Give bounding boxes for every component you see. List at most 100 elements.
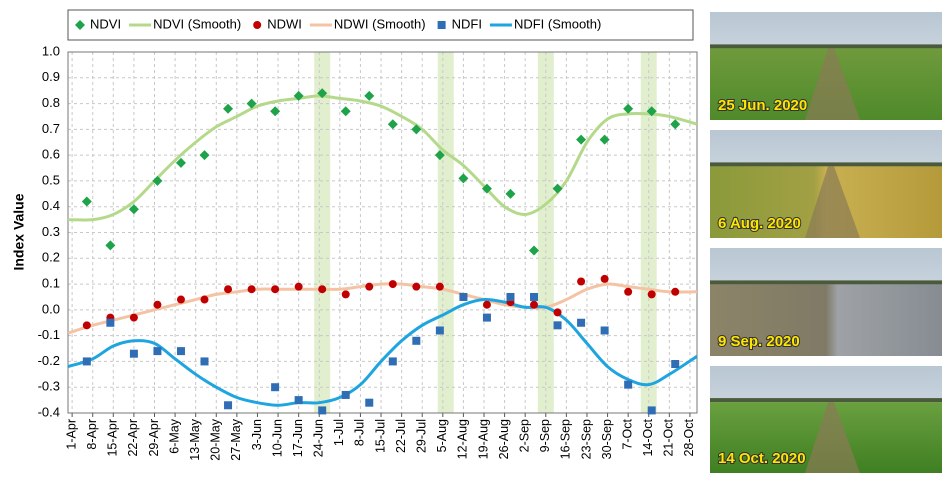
x-tick-label: 15-Apr	[106, 419, 120, 457]
diamond-marker	[81, 196, 92, 207]
y-tick-label: 0.6	[42, 147, 60, 162]
y-tick-label: 0.3	[42, 224, 60, 239]
circle-marker	[153, 300, 162, 309]
circle-marker	[530, 300, 539, 309]
square-marker	[412, 336, 421, 345]
square-marker	[294, 396, 303, 405]
diamond-marker	[152, 175, 163, 186]
photo: 25 Jun. 2020	[710, 12, 942, 120]
x-tick-label: 13-May	[188, 418, 202, 460]
x-tick-label: 8-Jul	[353, 419, 367, 446]
x-tick-label: 24-Jun	[312, 419, 326, 457]
x-tick-label: 17-Jun	[291, 419, 305, 457]
diamond-marker	[340, 106, 351, 117]
circle-marker	[647, 290, 656, 299]
x-tick-label: 29-Jul	[415, 419, 429, 453]
diamond-marker	[223, 103, 234, 114]
diamond-marker	[434, 150, 445, 161]
square-marker	[506, 292, 515, 301]
x-tick-label: 26-Aug	[497, 419, 511, 459]
diamond-marker	[175, 157, 186, 168]
square-marker	[553, 321, 562, 330]
y-tick-label: -0.1	[38, 327, 60, 342]
photo-path	[805, 402, 860, 473]
legend: NDVI NDVI (Smooth) NDWI NDWI (Smooth) NDFI ND…	[75, 16, 601, 31]
y-tick-label: -0.3	[38, 379, 60, 394]
photo-caption: 25 Jun. 2020	[718, 97, 807, 114]
x-tick-label: 2-Sep	[517, 419, 531, 452]
circle-marker	[482, 300, 491, 309]
square-marker	[388, 357, 397, 366]
circle-marker	[129, 313, 138, 322]
photo-panel: 25 Jun. 2020 6 Aug. 2020 9 Sep. 2020 14 Oct…	[710, 12, 942, 473]
diamond-marker	[199, 150, 210, 161]
circle-marker	[412, 282, 421, 291]
square-marker	[624, 380, 633, 389]
diamond-marker	[646, 106, 657, 117]
diamond-marker	[599, 134, 610, 145]
y-tick-label: 0.0	[42, 301, 60, 316]
diamond-marker	[128, 204, 139, 215]
square-marker	[224, 401, 233, 410]
photo-caption: 6 Aug. 2020	[718, 215, 801, 232]
square-marker	[647, 406, 656, 415]
photo-treeline	[710, 398, 942, 403]
plot-frame	[67, 51, 698, 414]
y-tick-label: -0.2	[38, 353, 60, 368]
x-tick-label: 7-Oct	[620, 418, 634, 449]
x-tick-label: 1-Apr	[64, 419, 78, 450]
y-tick-label: -0.4	[38, 404, 60, 419]
x-tick-label: 20-May	[209, 418, 223, 460]
diamond-marker	[505, 188, 516, 199]
y-tick-label: 0.5	[42, 172, 60, 187]
legend-label: NDVI	[90, 16, 121, 31]
x-tick-label: 30-Sep	[600, 419, 614, 459]
x-tick-label: 16-Sep	[559, 419, 573, 459]
photo-treeline	[710, 44, 942, 49]
y-tick-label: 1.0	[42, 43, 60, 58]
x-tick-label: 8-Apr	[85, 419, 99, 450]
diamond-marker	[387, 119, 398, 130]
circle-marker	[247, 285, 256, 294]
x-tick-label: 6-May	[167, 418, 181, 453]
photo-field	[710, 284, 942, 356]
x-tick-label: 19-Aug	[476, 419, 490, 459]
x-tick-label: 5-Aug	[435, 419, 449, 452]
legend-label: NDFI	[452, 16, 482, 31]
circle-marker	[553, 308, 562, 317]
square-marker	[129, 349, 138, 358]
photo-caption: 9 Sep. 2020	[718, 333, 800, 350]
x-tick-label: 21-Oct	[662, 418, 676, 456]
x-tick-label: 27-May	[229, 418, 243, 460]
circle-marker	[200, 295, 209, 304]
square-marker	[318, 406, 327, 415]
y-tick-label: 0.2	[42, 250, 60, 265]
legend-label: NDWI	[267, 16, 302, 31]
diamond-marker	[458, 173, 469, 184]
smooth-line	[68, 282, 697, 335]
x-tick-label: 10-Jun	[270, 419, 284, 457]
smooth-line	[68, 94, 697, 222]
diamond-marker	[105, 240, 116, 251]
smooth-line	[68, 297, 697, 407]
circle-marker	[600, 274, 609, 283]
square-marker	[437, 21, 446, 29]
photo-path	[805, 166, 860, 238]
square-marker	[82, 357, 91, 366]
y-axis-label: Index Value	[11, 193, 27, 270]
square-marker	[365, 398, 374, 407]
square-marker	[530, 292, 539, 301]
photo: 9 Sep. 2020	[710, 248, 942, 356]
circle-marker	[176, 295, 185, 304]
diamond-marker	[75, 20, 85, 30]
photo: 14 Oct. 2020	[710, 366, 942, 473]
square-marker	[341, 390, 350, 399]
diamond-marker	[623, 103, 634, 114]
square-marker	[577, 318, 586, 327]
diamond-marker	[293, 90, 304, 101]
circle-marker	[82, 321, 91, 330]
diamond-marker	[317, 88, 328, 99]
square-marker	[671, 360, 680, 369]
x-tick-label: 14-Oct	[641, 418, 655, 456]
circle-marker	[388, 280, 397, 289]
